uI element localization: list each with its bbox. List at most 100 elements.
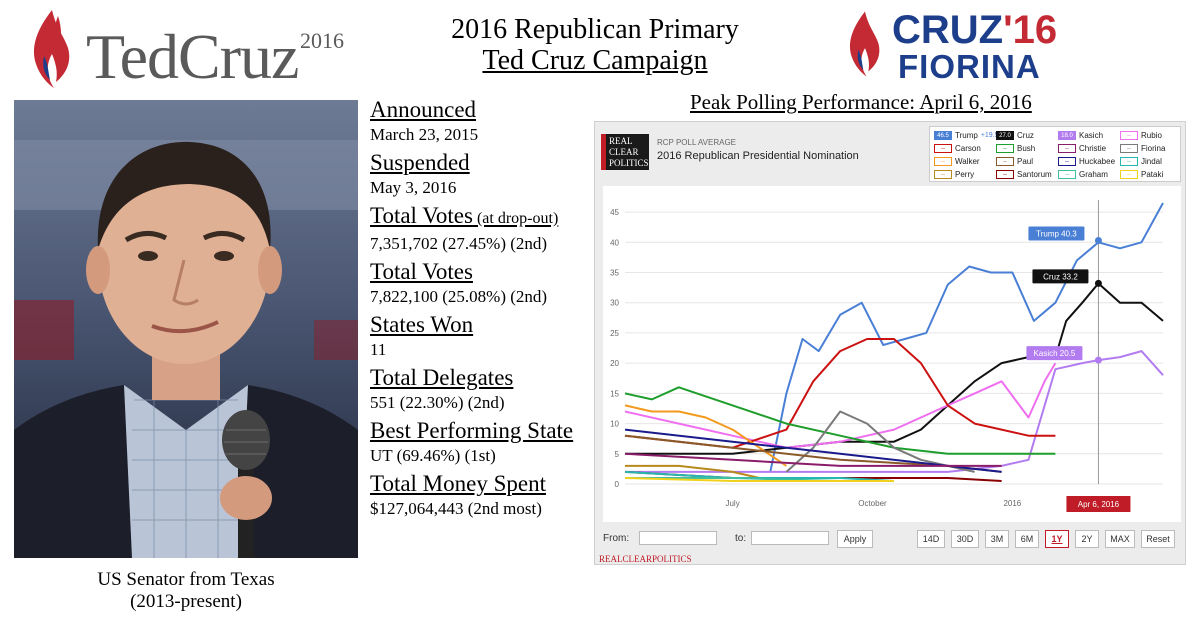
- series-line-rubio: [624, 362, 1057, 449]
- legend-name: Fiorina: [1141, 144, 1166, 153]
- stat-total-votes-dropout: Total Votes (at drop-out) 7,351,702 (27.…: [370, 202, 600, 255]
- to-date-input[interactable]: [751, 531, 829, 545]
- range-button-30d[interactable]: 30D: [951, 530, 979, 548]
- legend-item-graham[interactable]: -- Graham: [1058, 170, 1108, 179]
- legend-name: Paul: [1017, 157, 1034, 166]
- x-tick-label: 2016: [1003, 499, 1021, 508]
- range-button-max[interactable]: MAX: [1105, 530, 1135, 548]
- logo-cruz-text: CRUZ'16: [892, 8, 1057, 53]
- legend-item-rubio[interactable]: -- Rubio: [1120, 131, 1162, 140]
- legend-swatch: 46.5: [934, 131, 952, 140]
- date-marker-badge: [1066, 496, 1131, 512]
- legend-name: Trump: [955, 131, 978, 140]
- range-button-reset[interactable]: Reset: [1141, 530, 1175, 548]
- stat-suspended: Suspended May 3, 2016: [370, 149, 600, 199]
- portrait-image: [14, 100, 358, 558]
- logo-cruz-word: CRUZ: [892, 8, 1004, 52]
- chart-controls: From: to: Apply 14D 30D 3M 6M 1Y 2Y MAX Reset: [595, 526, 1187, 550]
- legend-name: Santorum: [1017, 170, 1052, 179]
- stat-value: 551 (22.30%) (2nd): [370, 393, 505, 412]
- legend-name: Huckabee: [1079, 157, 1116, 166]
- legend-name: Pataki: [1141, 170, 1164, 179]
- stat-label-text: Total Votes: [370, 259, 473, 284]
- apply-button[interactable]: Apply: [837, 530, 873, 548]
- y-tick-label: 30: [610, 299, 619, 308]
- legend-swatch: --: [934, 144, 952, 153]
- legend-item-cruz[interactable]: 27.0 Cruz: [996, 131, 1034, 140]
- callout-box-cruz: [1032, 269, 1089, 284]
- stat-total-votes: Total Votes 7,822,100 (25.08%) (2nd): [370, 258, 600, 308]
- legend-item-walker[interactable]: -- Walker: [934, 157, 980, 166]
- flame-logo-icon: [849, 11, 880, 77]
- series-line-perry: [625, 464, 760, 479]
- stat-label: Suspended: [370, 149, 600, 177]
- callout-dot-cruz: [1094, 279, 1102, 287]
- legend-swatch: --: [1120, 144, 1138, 153]
- series-line-bush: [624, 386, 1056, 455]
- line-chart: 0 5 10 15 20 25 30 35 40 45 July October 2016 Trump 4…: [610, 200, 1164, 512]
- callout-label-kasich: Kasich 20.5: [1034, 349, 1076, 358]
- legend-swatch: --: [996, 144, 1014, 153]
- rcp-footer-link[interactable]: REALCLEARPOLITICS: [599, 554, 692, 564]
- legend-name: Perry: [955, 170, 975, 179]
- flame-logo-icon: [33, 10, 70, 88]
- stat-label-text: Announced: [370, 97, 477, 122]
- legend-swatch: --: [1120, 131, 1138, 140]
- range-button-1y[interactable]: 1Y: [1045, 530, 1069, 548]
- stat-label: Best Performing State: [370, 417, 600, 445]
- legend-name: Walker: [955, 157, 980, 166]
- series-line-kasich: [625, 350, 1164, 473]
- chart-plot-area: 0 5 10 15 20 25 30 35 40 45 July October 2016 Trump 4…: [603, 186, 1181, 522]
- range-button-6m[interactable]: 6M: [1015, 530, 1039, 548]
- legend-item-trump[interactable]: 46.5 Trump +19.5: [934, 131, 999, 140]
- callout-box-kasich: [1026, 346, 1083, 361]
- legend-swatch: --: [934, 170, 952, 179]
- date-marker-label: Apr 6, 2016: [1078, 500, 1120, 509]
- legend-swatch: --: [1058, 157, 1076, 166]
- series-line-cruz: [625, 282, 1164, 455]
- legend-item-carson[interactable]: -- Carson: [934, 144, 981, 153]
- legend-item-kasich[interactable]: 18.0 Kasich: [1058, 131, 1103, 140]
- legend-item-huckabee[interactable]: -- Huckabee: [1058, 157, 1115, 166]
- range-button-3m[interactable]: 3M: [985, 530, 1009, 548]
- callout-dot-kasich: [1094, 356, 1102, 364]
- callout-label-trump: Trump 40.3: [1036, 229, 1077, 238]
- stat-label: Announced: [370, 96, 600, 124]
- from-date-input[interactable]: [639, 531, 717, 545]
- legend-item-santorum[interactable]: -- Santorum: [996, 170, 1052, 179]
- y-tick-label: 10: [610, 420, 619, 429]
- legend-item-fiorina[interactable]: -- Fiorina: [1120, 144, 1165, 153]
- logo-fiorina-text: FIORINA: [898, 48, 1041, 85]
- series-line-pataki: [624, 477, 894, 482]
- legend-name: Kasich: [1079, 131, 1104, 140]
- legend-swatch: --: [996, 157, 1014, 166]
- stat-total-delegates: Total Delegates 551 (22.30%) (2nd): [370, 364, 600, 414]
- stat-states-won: States Won 11: [370, 311, 600, 361]
- series-line-jindal: [624, 470, 895, 482]
- range-button-2y[interactable]: 2Y: [1075, 530, 1099, 548]
- range-button-14d[interactable]: 14D: [917, 530, 945, 548]
- stat-label-text: Best Performing State: [370, 418, 574, 443]
- title-line-1: 2016 Republican Primary: [451, 14, 739, 45]
- rcp-poll-average-label: RCP POLL AVERAGE: [657, 138, 736, 147]
- stat-announced: Announced March 23, 2015: [370, 96, 600, 146]
- legend-item-jindal[interactable]: -- Jindal: [1120, 157, 1162, 166]
- ted-cruz-logo: TedCruz 2016: [22, 6, 362, 92]
- caption-line-2: (2013-present): [130, 591, 242, 612]
- y-tick-label: 40: [610, 238, 619, 247]
- stat-label-text: Total Votes: [370, 203, 473, 228]
- legend-item-pataki[interactable]: -- Pataki: [1120, 170, 1163, 179]
- legend-item-christie[interactable]: -- Christie: [1058, 144, 1106, 153]
- stat-label: Total Delegates: [370, 364, 600, 392]
- y-tick-label: 25: [610, 329, 619, 338]
- stat-label-text: States Won: [370, 312, 474, 337]
- stat-label-text: Total Money Spent: [370, 471, 546, 496]
- series-line-carson: [624, 338, 1056, 449]
- legend-item-paul[interactable]: -- Paul: [996, 157, 1033, 166]
- legend-item-bush[interactable]: -- Bush: [996, 144, 1035, 153]
- legend-name: Bush: [1017, 144, 1036, 153]
- legend-swatch: 18.0: [1058, 131, 1076, 140]
- stat-value: 11: [370, 340, 387, 359]
- legend-item-perry[interactable]: -- Perry: [934, 170, 974, 179]
- legend-swatch: --: [1120, 170, 1138, 179]
